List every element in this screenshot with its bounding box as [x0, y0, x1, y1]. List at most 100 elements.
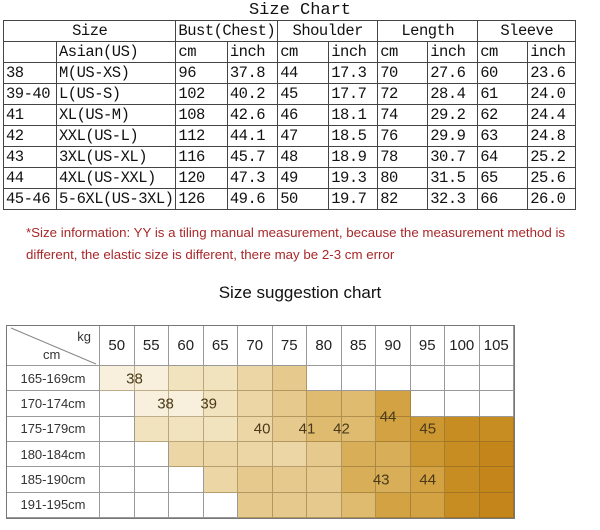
height-header: 185-190cm [7, 467, 100, 493]
table-cell: 37.8 [226, 62, 279, 84]
size-zone-cell [100, 391, 135, 417]
weight-header: 75 [272, 326, 307, 366]
size-zone-cell [272, 467, 307, 493]
table-cell: XL(US-M) [55, 104, 177, 126]
size-zone-cell [238, 366, 273, 392]
size-zone-cell [100, 366, 135, 392]
size-zone-cell [169, 391, 204, 417]
table-cell: 49 [277, 167, 330, 189]
cm-label: cm [43, 347, 61, 362]
table-cell: 24.0 [527, 83, 577, 105]
size-zone-cell [341, 442, 376, 468]
size-zone-cell [169, 416, 204, 442]
table-cell: 50 [277, 188, 330, 210]
size-zone-cell [272, 391, 307, 417]
sub-header: cm [277, 41, 330, 63]
table-cell: 42.6 [226, 104, 279, 126]
size-zone-cell [445, 416, 480, 442]
table-cell: 25.2 [527, 146, 577, 168]
table-cell: 32.3 [427, 188, 479, 210]
table-cell: 17.3 [328, 62, 379, 84]
size-zone-cell [410, 442, 445, 468]
sub-header: cm [477, 41, 529, 63]
size-zone-cell [134, 442, 169, 468]
size-zone-cell [341, 391, 376, 417]
table-cell: 66 [477, 188, 529, 210]
table-cell: 63 [477, 125, 529, 147]
size-zone-cell [307, 492, 342, 518]
table-cell: 74 [377, 104, 429, 126]
table-cell: 82 [377, 188, 429, 210]
size-zone-cell [307, 366, 342, 392]
table-row: 45-46 5-6XL(US-3XL) 126 49.6 50 19.7 82 32.3 66 2… [3, 188, 577, 210]
size-zone-cell [341, 416, 376, 442]
size-zone-cell [341, 366, 376, 392]
size-zone-cell [134, 492, 169, 518]
table-cell: 18.5 [328, 125, 379, 147]
table-cell: M(US-XS) [55, 62, 177, 84]
weight-header: 100 [445, 326, 480, 366]
corner-cell: kg cm [7, 326, 100, 366]
table-cell: 47 [277, 125, 330, 147]
sub-header: inch [328, 41, 379, 63]
table-cell: 29.2 [427, 104, 479, 126]
weight-header: 85 [341, 326, 376, 366]
size-label: 44 [379, 408, 397, 426]
size-zone-cell [410, 366, 445, 392]
size-label: 45 [419, 420, 437, 438]
size-zone-cell [479, 467, 514, 493]
size-zone-cell [445, 492, 480, 518]
table-cell: 78 [377, 146, 429, 168]
table-cell: 43 [3, 146, 57, 168]
size-label: 43 [372, 471, 390, 489]
table-cell: 60 [477, 62, 529, 84]
table-cell: 19.7 [328, 188, 379, 210]
size-zone-cell [100, 467, 135, 493]
size-zone-cell [479, 366, 514, 392]
table-row: 42 XXL(US-L) 112 44.1 47 18.5 76 29.9 63 24.8 [3, 125, 577, 147]
size-zone-cell [203, 467, 238, 493]
table-cell: 5-6XL(US-3XL) [55, 188, 177, 210]
table-row: 43 3XL(US-XL) 116 45.7 48 18.9 78 30.7 64 25.2 [3, 146, 577, 168]
sub-header: Asian(US) [55, 41, 177, 63]
size-label: 44 [419, 471, 437, 489]
size-zone-cell [272, 492, 307, 518]
table-cell: 19.3 [328, 167, 379, 189]
size-zone-cell [203, 492, 238, 518]
size-zone-cell [410, 391, 445, 417]
table-cell: 30.7 [427, 146, 479, 168]
table-cell: 41 [3, 104, 57, 126]
group-header: Length [377, 20, 479, 42]
weight-header: 55 [134, 326, 169, 366]
table-cell: 29.9 [427, 125, 479, 147]
sub-header: inch [226, 41, 279, 63]
table-cell: 108 [175, 104, 228, 126]
size-chart-title: Size Chart [248, 1, 352, 20]
table-row: 38 M(US-XS) 96 37.8 44 17.3 70 27.6 60 23.6 [3, 62, 577, 84]
table-cell: 80 [377, 167, 429, 189]
weight-header: 70 [238, 326, 273, 366]
size-zone-cell [100, 492, 135, 518]
size-zone-cell [376, 391, 411, 417]
size-zone-cell [410, 467, 445, 493]
table-cell: 18.1 [328, 104, 379, 126]
table-cell: 44.1 [226, 125, 279, 147]
height-header: 165-169cm [7, 366, 100, 392]
size-zone-cell [376, 442, 411, 468]
size-label: 41 [298, 420, 316, 438]
table-cell: 42 [3, 125, 57, 147]
size-suggestion-title: Size suggestion chart [218, 283, 382, 302]
weight-header: 90 [376, 326, 411, 366]
size-zone-cell [445, 467, 480, 493]
table-cell: 49.6 [226, 188, 279, 210]
table-cell: 25.6 [527, 167, 577, 189]
height-header: 175-179cm [7, 416, 100, 442]
size-zone-cell [134, 391, 169, 417]
size-zone-cell [203, 391, 238, 417]
weight-header: 95 [410, 326, 445, 366]
sub-header: cm [377, 41, 429, 63]
size-zone-cell [203, 366, 238, 392]
size-zone-cell [238, 416, 273, 442]
table-cell: 18.9 [328, 146, 379, 168]
size-zone-cell [169, 442, 204, 468]
